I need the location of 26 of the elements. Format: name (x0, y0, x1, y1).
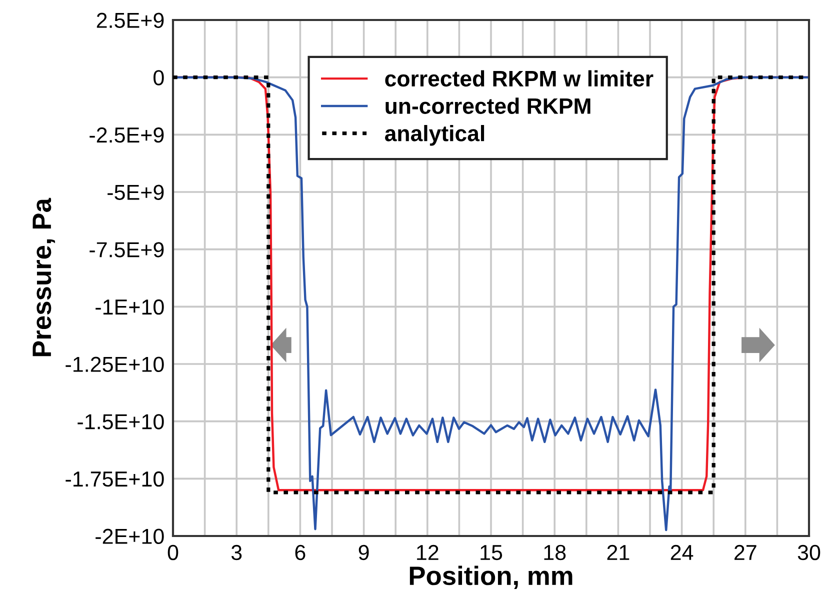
x-tick-label: 3 (231, 544, 242, 560)
x-tick-label: 18 (544, 544, 566, 560)
y-tick-label: -2.5E+9 (90, 127, 164, 143)
x-axis-title: Position, mm (410, 566, 572, 589)
y-tick-label: -1E+10 (96, 299, 164, 315)
x-tick-label: 24 (670, 544, 694, 560)
y-tick-label: -1.25E+10 (66, 356, 164, 372)
y-tick-label: 2.5E+9 (96, 12, 164, 28)
legend-label: un-corrected RKPM (386, 98, 590, 114)
x-tick-label: 9 (358, 544, 369, 560)
legend-label: analytical (384, 125, 484, 146)
legend-label: corrected RKPM w limiter (385, 70, 654, 87)
x-tick-label: 0 (168, 544, 178, 560)
y-tick-label: -1.5E+10 (78, 414, 164, 430)
x-tick-label: 30 (798, 544, 820, 560)
y-tick-label: 0 (154, 70, 164, 86)
x-tick-label: 15 (480, 545, 502, 560)
y-tick-label: -1.75E+10 (66, 471, 164, 487)
x-tick-label: 12 (417, 544, 438, 560)
x-tick-label: 21 (607, 544, 630, 560)
x-tick-label: 6 (295, 544, 306, 560)
y-axis-title: Pressure, Pa (32, 198, 56, 356)
y-tick-label: -7.5E+9 (90, 242, 164, 258)
x-tick-label: 27 (734, 544, 756, 560)
y-tick-label: -2E+10 (96, 528, 164, 544)
y-tick-label: -5E+9 (108, 184, 164, 200)
